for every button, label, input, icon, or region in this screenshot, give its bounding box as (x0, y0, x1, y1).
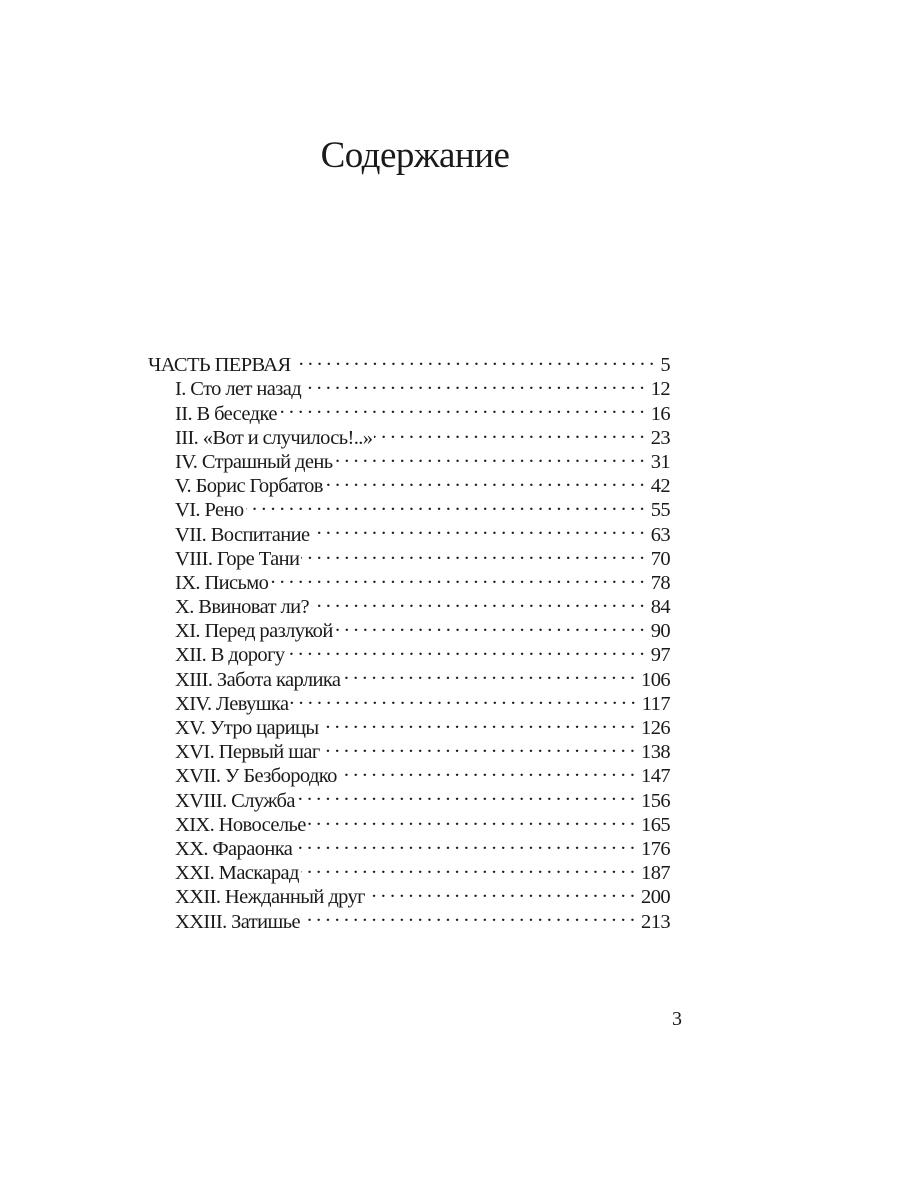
toc-entry-page: 78 (650, 571, 671, 594)
toc-entry-label: XVIII. Служба (175, 789, 295, 812)
dot-leader: ........................................… (303, 372, 649, 395)
dot-leader: ........................................… (290, 686, 640, 709)
toc-entry-label: V. Борис Горбатов (175, 475, 323, 498)
toc-chapter-entry[interactable]: X. Ввиноват ли?.........................… (148, 589, 671, 618)
toc-chapter-entry[interactable]: XIII. Забота карлика....................… (148, 661, 671, 690)
toc-entry-page: 213 (641, 910, 671, 933)
dot-leader: ........................................… (321, 710, 640, 733)
toc-entry-page: 5 (660, 354, 670, 377)
toc-chapter-entry[interactable]: V. Борис Горбатов.......................… (148, 468, 671, 497)
toc-entry-page: 106 (641, 668, 671, 691)
toc-entry-page: 126 (641, 717, 671, 739)
toc-chapter-entry[interactable]: XIX. Новоселье..........................… (148, 807, 671, 836)
toc-entry-label: IX. Письмо (175, 571, 269, 594)
dot-leader: ........................................… (297, 783, 640, 806)
toc-entry-label: XXI. Маскарад (175, 862, 299, 885)
dot-leader: ........................................… (294, 831, 640, 854)
toc-entry-label: VI. Рено (175, 499, 244, 522)
toc-entry-label: XI. Перед разлукой (175, 620, 333, 643)
toc-entry-page: 12 (650, 378, 671, 401)
toc-chapter-entry[interactable]: XXIII. Затишье..........................… (148, 903, 671, 932)
dot-leader: ........................................… (335, 614, 649, 637)
toc-entry-label: XIX. Новоселье (175, 813, 306, 836)
toc-chapter-entry[interactable]: XIV. Левушка............................… (148, 686, 671, 715)
dot-leader: ........................................… (339, 759, 640, 782)
dot-leader: ........................................… (325, 468, 649, 491)
dot-leader: ........................................… (322, 735, 640, 757)
toc-entry-page: 84 (650, 596, 671, 619)
table-of-contents: ЧАСТЬ ПЕРВАЯ............................… (148, 347, 671, 933)
toc-chapter-entry[interactable]: I. Сто лет назад........................… (148, 371, 671, 400)
dot-leader: ........................................… (334, 444, 649, 467)
toc-entry-label: XIII. Забота карлика (175, 668, 341, 691)
toc-chapter-entry[interactable]: IV. Страшный день.......................… (148, 444, 671, 473)
toc-entry-page: 42 (650, 475, 671, 498)
toc-chapter-entry[interactable]: VI. Рено................................… (148, 492, 671, 521)
toc-entry-label: XVI. Первый шаг (175, 741, 320, 764)
toc-chapter-entry[interactable]: XV. Утро царицы.........................… (148, 710, 671, 739)
toc-chapter-entry[interactable]: XII. В дорогу...........................… (148, 637, 671, 666)
toc-entry-page: 90 (650, 620, 671, 643)
toc-entry-page: 156 (641, 789, 671, 812)
toc-chapter-entry[interactable]: XXII. Нежданный друг....................… (148, 879, 671, 908)
toc-entry-page: 63 (650, 523, 671, 546)
page-title: Содержание (320, 135, 510, 176)
dot-leader: ........................................… (311, 589, 649, 612)
dot-leader: ........................................… (312, 517, 649, 540)
dot-leader: ........................................… (270, 565, 649, 588)
toc-entry-page: 147 (641, 765, 671, 788)
toc-entry-label: X. Ввиноват ли? (175, 596, 310, 619)
toc-chapter-entry[interactable]: IX. Письмо..............................… (148, 565, 671, 594)
toc-entry-page: 97 (650, 644, 671, 667)
toc-chapter-entry[interactable]: XX. Фараонка............................… (148, 831, 671, 860)
toc-chapter-entry[interactable]: XXI. Маскарад...........................… (148, 855, 671, 884)
dot-leader: ........................................… (245, 493, 649, 516)
dot-leader: ........................................… (287, 638, 649, 661)
toc-entry-label: VII. Воспитание (175, 523, 310, 546)
toc-chapter-entry[interactable]: VII. Воспитание.........................… (148, 516, 671, 545)
toc-entry-label: XX. Фараонка (175, 837, 293, 860)
toc-chapter-entry[interactable]: XVIII. Служба...........................… (148, 782, 671, 811)
toc-chapter-entry[interactable]: II. В беседке...........................… (148, 395, 671, 424)
toc-entry-label: I. Сто лет назад (175, 378, 302, 401)
dot-leader: ........................................… (301, 855, 640, 878)
toc-chapter-entry[interactable]: XI. Перед разлукой......................… (148, 613, 671, 642)
dot-leader: ........................................… (342, 662, 640, 685)
toc-entry-page: 55 (650, 499, 671, 522)
toc-entry-page: 23 (650, 426, 671, 449)
dot-leader: ........................................… (293, 348, 659, 370)
toc-entry-page: 117 (641, 692, 671, 715)
dot-leader: ........................................… (301, 541, 649, 564)
toc-entry-page: 200 (641, 886, 671, 909)
dot-leader: ........................................… (279, 396, 649, 419)
toc-entry-label: XV. Утро царицы (175, 717, 319, 739)
toc-entry-page: 16 (650, 402, 671, 425)
toc-entry-label: ЧАСТЬ ПЕРВАЯ (148, 354, 291, 377)
toc-entry-label: XXIII. Затишье (175, 910, 301, 933)
toc-entry-label: III. «Вот и случилось!..» (175, 426, 373, 449)
toc-chapter-entry[interactable]: VIII. Горе Тани.........................… (148, 541, 671, 570)
toc-chapter-entry[interactable]: XVII. У Безбородко......................… (148, 758, 671, 787)
toc-entry-page: 176 (641, 837, 671, 860)
toc-part-entry[interactable]: ЧАСТЬ ПЕРВАЯ............................… (148, 347, 671, 376)
dot-leader: ........................................… (302, 904, 640, 927)
toc-entry-label: IV. Страшный день (175, 450, 333, 473)
toc-entry-label: XXII. Нежданный друг (175, 886, 366, 909)
toc-entry-page: 187 (641, 862, 671, 885)
toc-entry-page: 165 (641, 813, 671, 836)
dot-leader: ........................................… (307, 807, 640, 830)
toc-entry-page: 138 (641, 741, 671, 764)
dot-leader: ........................................… (367, 880, 640, 903)
toc-entry-label: II. В беседке (175, 402, 277, 425)
page-number: 3 (672, 1008, 682, 1030)
toc-entry-label: VIII. Горе Тани (175, 547, 300, 570)
toc-entry-label: XIV. Левушка (175, 692, 289, 715)
toc-entry-label: XVII. У Безбородко (175, 765, 337, 788)
toc-chapter-entry[interactable]: XVI. Первый шаг.........................… (148, 734, 671, 763)
toc-entry-page: 31 (650, 450, 671, 473)
toc-entry-label: XII. В дорогу (175, 644, 285, 667)
toc-entry-page: 70 (650, 547, 671, 570)
toc-chapter-entry[interactable]: III. «Вот и случилось!..»...............… (148, 420, 671, 449)
dot-leader: ........................................… (374, 420, 649, 443)
